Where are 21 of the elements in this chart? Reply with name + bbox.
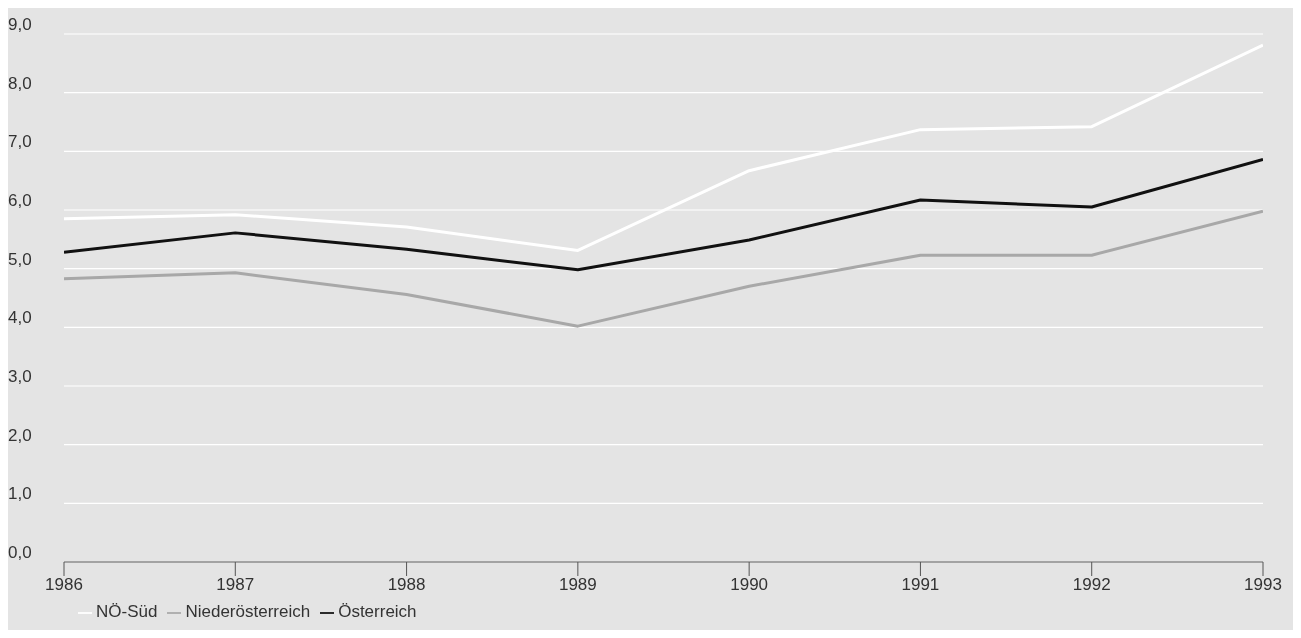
legend-label: Niederösterreich bbox=[185, 602, 311, 621]
y-tick-label: 4,0 bbox=[8, 308, 32, 328]
y-tick-label: 5,0 bbox=[8, 249, 32, 269]
x-tick-label: 1986 bbox=[45, 575, 83, 595]
x-tick-label: 1990 bbox=[730, 575, 769, 595]
x-tick-label: 1993 bbox=[1244, 575, 1282, 595]
y-tick-label: 9,0 bbox=[8, 15, 32, 35]
x-tick-label: 1989 bbox=[558, 575, 597, 595]
y-tick-label: 6,0 bbox=[8, 191, 32, 211]
x-tick-label: 1987 bbox=[216, 575, 255, 595]
y-tick-label: 1,0 bbox=[8, 484, 32, 504]
y-tick-label: 8,0 bbox=[8, 73, 32, 93]
y-tick-label: 3,0 bbox=[8, 367, 32, 387]
y-tick-label: 0,0 bbox=[8, 543, 32, 563]
y-tick-label: 7,0 bbox=[8, 132, 32, 152]
x-tick-label: 1988 bbox=[387, 575, 426, 595]
legend-label: Österreich bbox=[338, 602, 417, 621]
x-tick-label: 1991 bbox=[901, 575, 940, 595]
y-tick-label: 2,0 bbox=[8, 425, 32, 445]
legend-label: NÖ-Süd bbox=[96, 602, 158, 621]
x-tick-label: 1992 bbox=[1072, 575, 1111, 595]
